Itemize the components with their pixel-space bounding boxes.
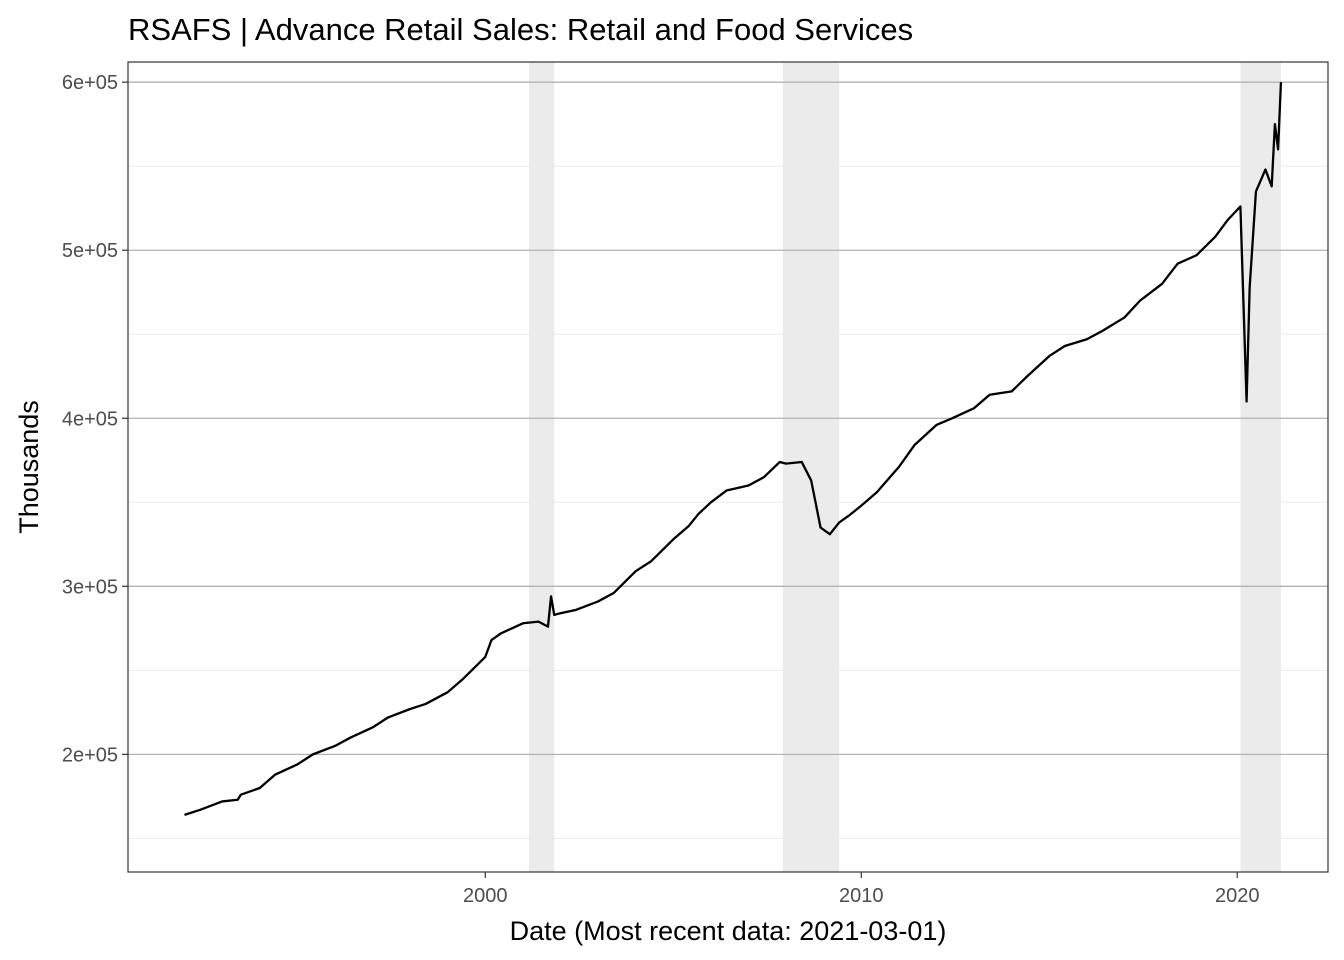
x-tick-label-2010: 2010: [839, 885, 884, 907]
series-layer: [184, 82, 1283, 816]
y-axis-title: Thousands: [14, 400, 44, 534]
chart-title: RSAFS | Advance Retail Sales: Retail and…: [128, 12, 913, 47]
y-tick-label-3e+05: 3e+05: [62, 576, 118, 598]
y-tick-label-4e+05: 4e+05: [62, 408, 118, 430]
plot-area: [128, 62, 1328, 872]
plot-frame: [127, 61, 1329, 873]
x-axis-title: Date (Most recent data: 2021-03-01): [510, 916, 947, 946]
y-tick-label-2e+05: 2e+05: [62, 744, 118, 766]
y-tick-label-6e+05: 6e+05: [62, 72, 118, 94]
y-tick-label-5e+05: 5e+05: [62, 240, 118, 262]
plot-border: [127, 61, 1329, 873]
plot-background: [128, 62, 1328, 872]
recession-band-2: [782, 62, 840, 872]
x-axis: 2000 2010 2020: [463, 872, 1259, 907]
y-axis: 2e+05 3e+05 4e+05 5e+05 6e+05: [62, 72, 128, 766]
x-tick-label-2020: 2020: [1215, 885, 1260, 907]
series-line-1: [184, 82, 1283, 816]
x-tick-label-2000: 2000: [463, 885, 508, 907]
recession-band-1: [529, 62, 555, 872]
gridlines: [128, 81, 1328, 839]
recession-band-3: [1240, 62, 1281, 872]
recession-shading: [529, 62, 1281, 872]
